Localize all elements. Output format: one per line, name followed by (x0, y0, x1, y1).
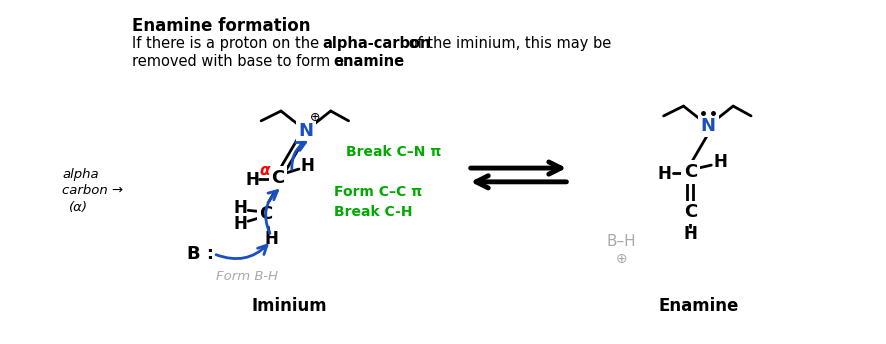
Text: enamine: enamine (334, 54, 405, 69)
Text: If there is a proton on the: If there is a proton on the (132, 36, 323, 51)
Text: C: C (684, 163, 697, 181)
FancyArrowPatch shape (266, 191, 277, 234)
Text: H: H (233, 200, 247, 217)
Text: C: C (271, 169, 284, 187)
Text: Enamine formation: Enamine formation (132, 17, 310, 34)
Text: C: C (684, 203, 697, 221)
Text: α: α (260, 162, 270, 178)
Text: N: N (701, 117, 716, 135)
FancyArrowPatch shape (291, 142, 306, 169)
Text: removed with base to form an: removed with base to form an (132, 54, 358, 69)
Text: H: H (657, 165, 672, 183)
Text: N: N (299, 122, 314, 140)
Text: Enamine: Enamine (658, 297, 739, 315)
Text: H: H (301, 157, 315, 175)
Text: Iminium: Iminium (251, 297, 327, 315)
Text: Form C–C π: Form C–C π (334, 185, 422, 199)
Text: of the iminium, this may be: of the iminium, this may be (404, 36, 611, 51)
Text: C: C (260, 205, 273, 223)
FancyArrowPatch shape (476, 176, 566, 188)
Text: Break C-H: Break C-H (334, 205, 412, 219)
Text: alpha-carbon: alpha-carbon (323, 36, 431, 51)
Text: (α): (α) (69, 201, 89, 214)
Text: H: H (245, 171, 259, 189)
Text: carbon →: carbon → (62, 184, 123, 197)
Text: Form B-H: Form B-H (216, 270, 278, 283)
Text: B :: B : (187, 245, 214, 263)
Text: ⊕: ⊕ (616, 251, 627, 266)
Text: B–H: B–H (607, 234, 636, 249)
FancyArrowPatch shape (470, 162, 561, 174)
Text: H: H (713, 153, 727, 171)
FancyArrowPatch shape (216, 245, 267, 259)
Text: Break C–N π: Break C–N π (346, 145, 441, 159)
Text: H: H (683, 225, 697, 243)
Text: ⊕: ⊕ (309, 111, 320, 125)
Text: H: H (264, 230, 278, 248)
Text: H: H (233, 215, 247, 233)
Text: alpha: alpha (62, 169, 99, 181)
